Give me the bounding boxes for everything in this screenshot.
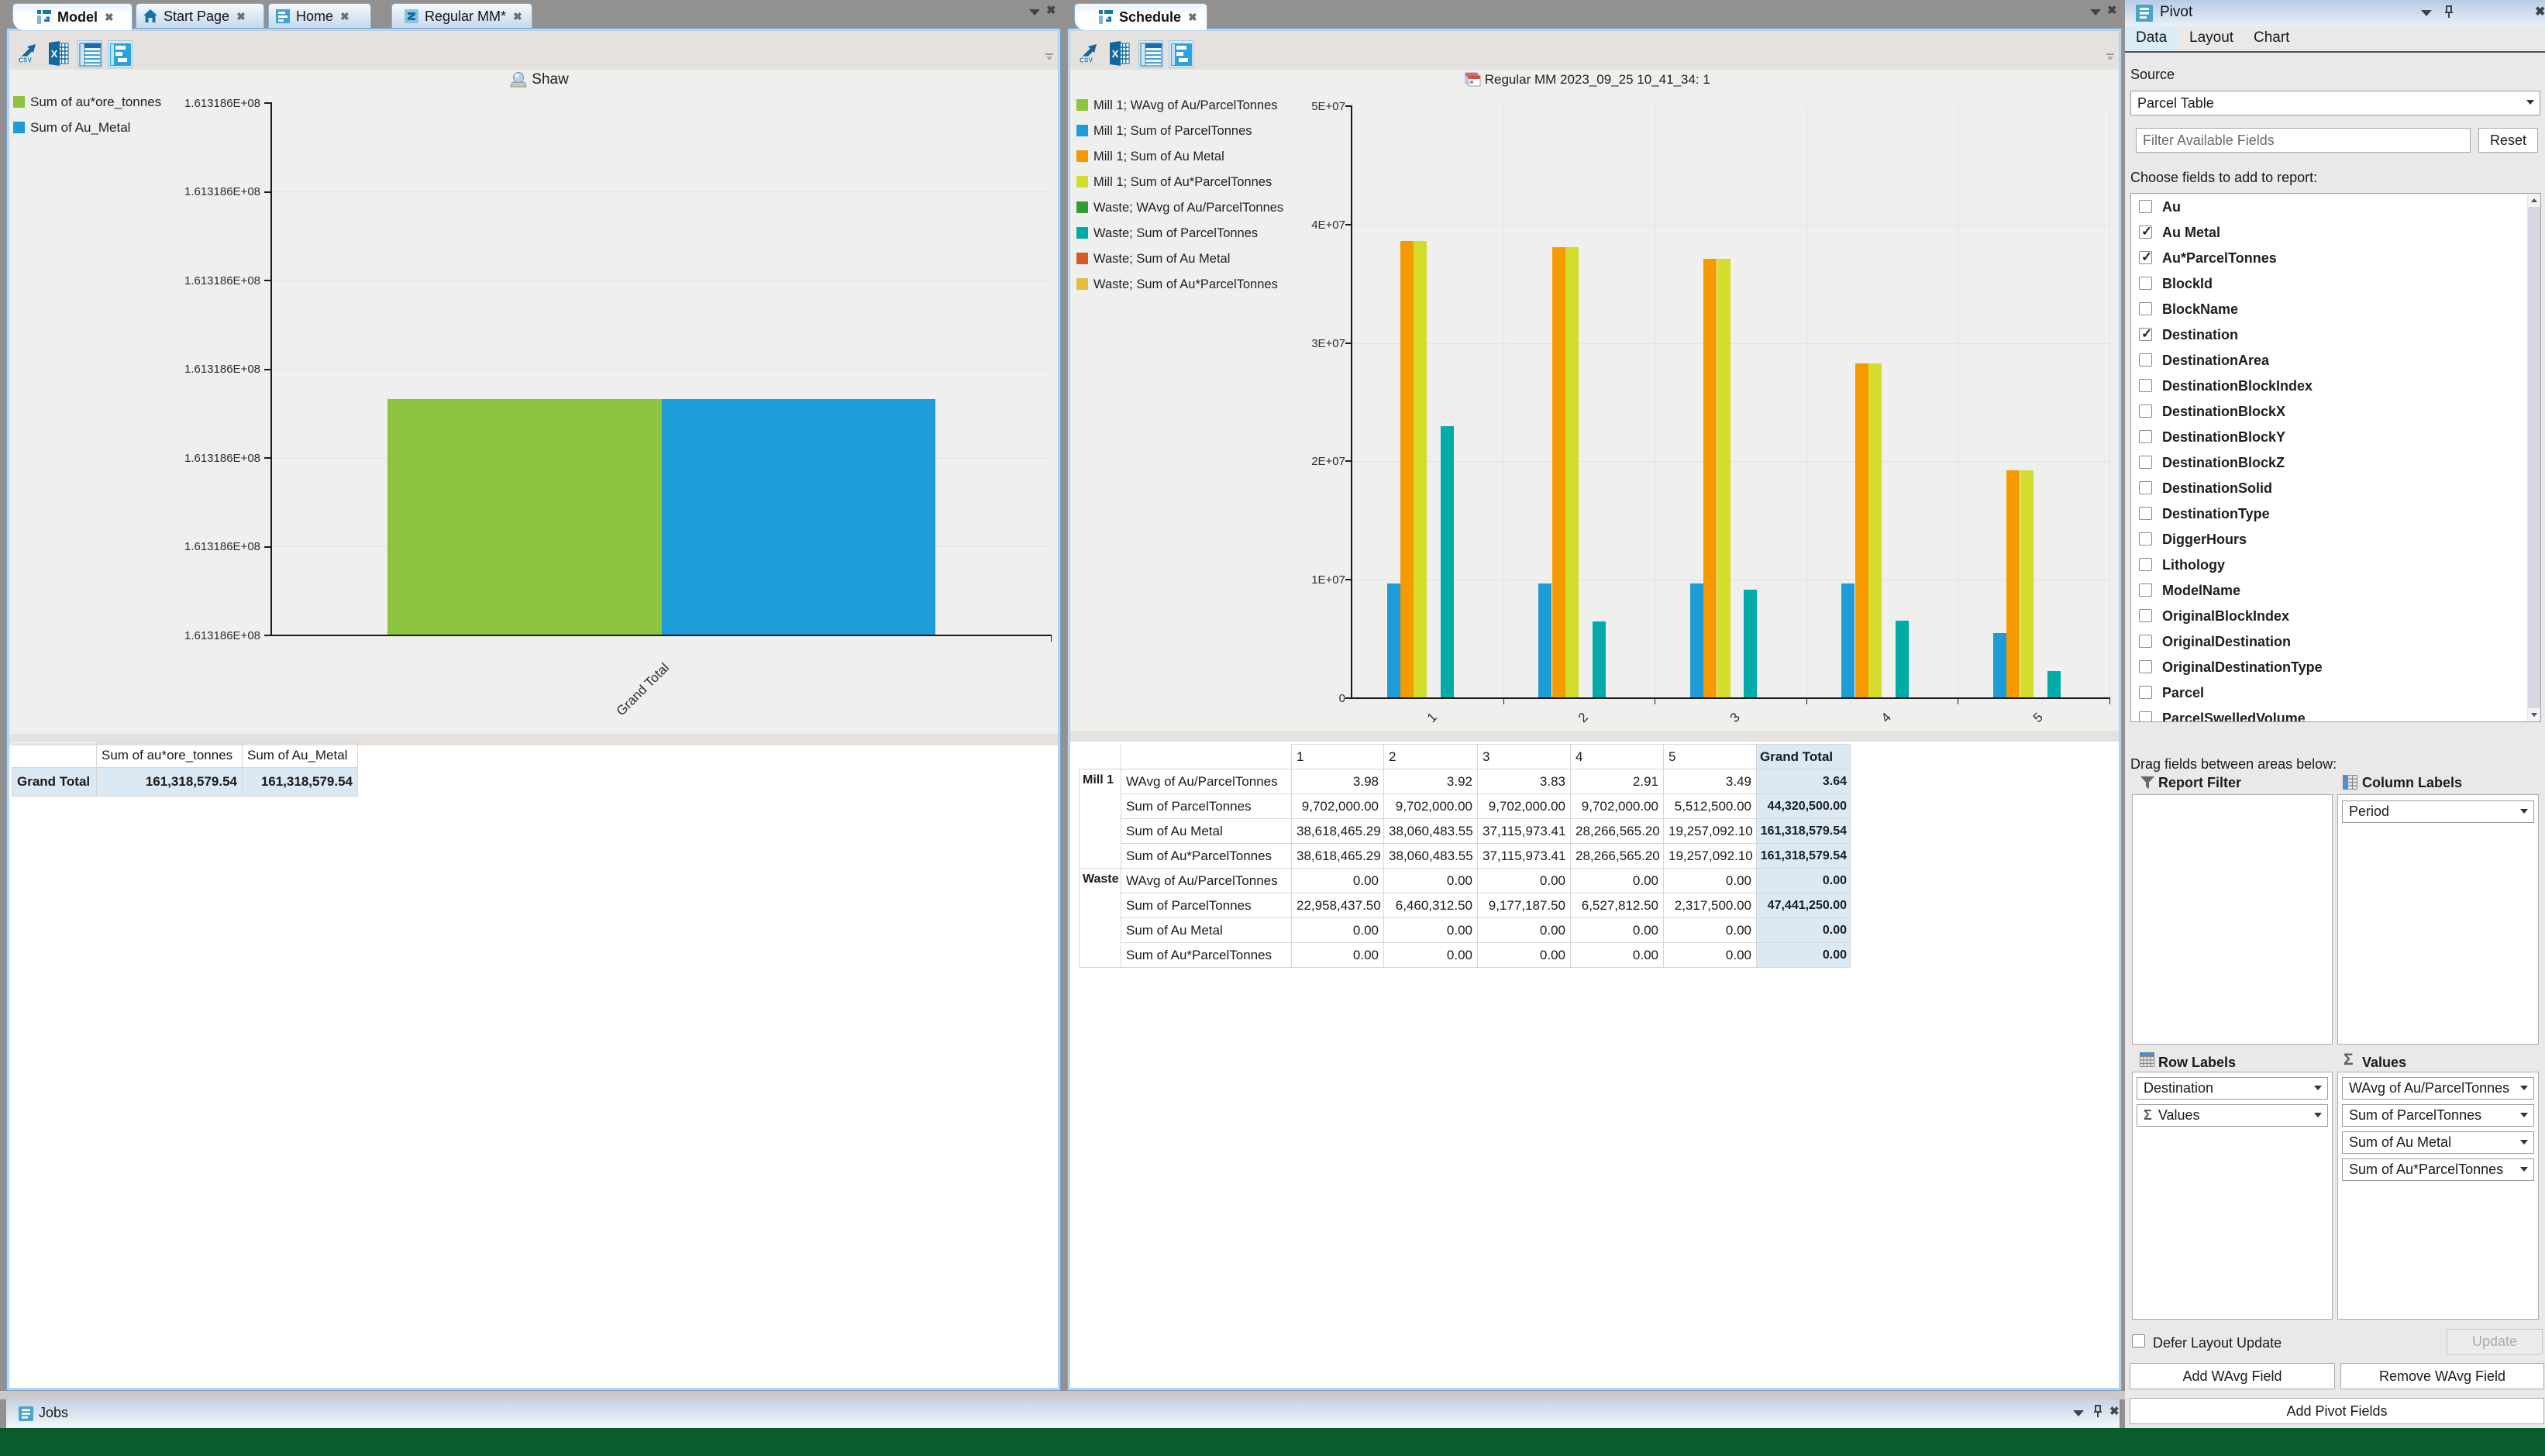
svg-text:X: X [1112, 48, 1119, 60]
svg-text:X: X [51, 48, 58, 60]
svg-text:CSV: CSV [1080, 57, 1093, 64]
svg-text:CSV: CSV [19, 57, 32, 64]
